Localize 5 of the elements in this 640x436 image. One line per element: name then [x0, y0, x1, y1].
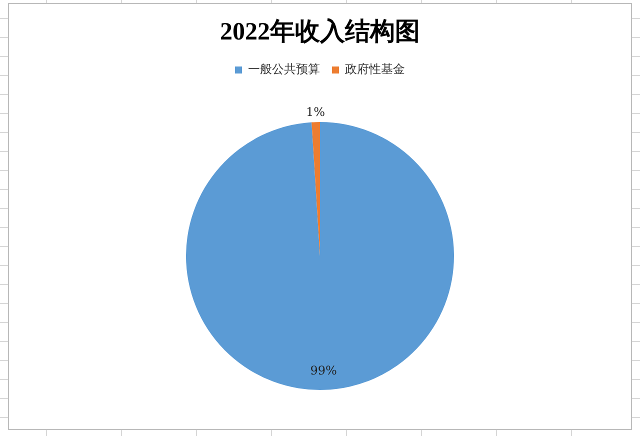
- legend-label: 政府性基金: [345, 62, 405, 76]
- chart-title: 2022年收入结构图: [220, 17, 420, 46]
- data-label: 1%: [306, 105, 326, 120]
- legend-label: 一般公共预算: [248, 62, 320, 76]
- data-label: 99%: [310, 363, 337, 378]
